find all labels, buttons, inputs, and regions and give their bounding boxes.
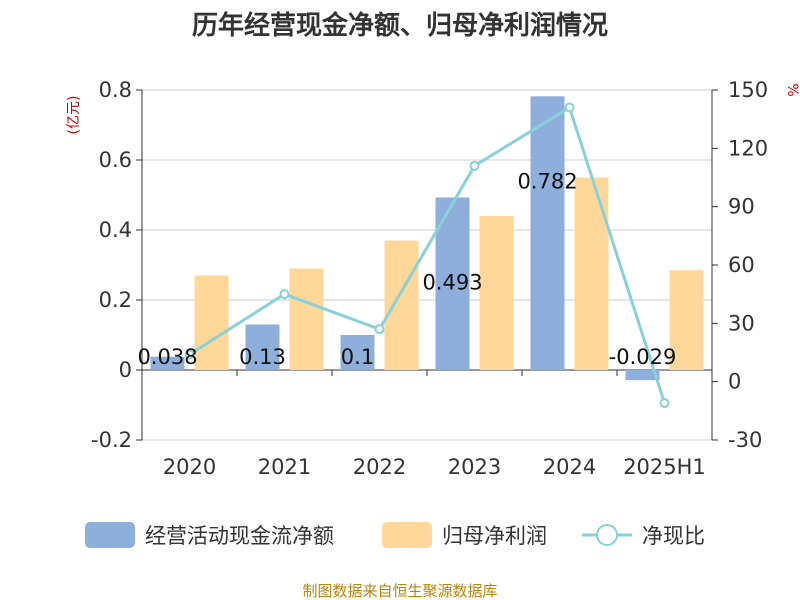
ratio-point	[279, 289, 290, 300]
left-axis-unit: (亿元)	[66, 96, 82, 135]
net-profit-bar	[479, 216, 514, 370]
ratio-point	[564, 102, 575, 113]
legend-net-profit-label: 归母净利润	[442, 524, 547, 548]
grid-lines	[142, 89, 712, 441]
right-tick-label: 0	[728, 370, 741, 394]
cash-flow-label: 0.038	[137, 345, 197, 369]
net-profit-bar	[574, 177, 609, 370]
tick-labels: 0.8 0.6 0.4 0.2 0 -0.2 150 120 90 60 30 0 -30 2020 202…	[91, 78, 768, 479]
left-tick-label: 0	[119, 358, 132, 382]
cash-flow-bar	[435, 197, 470, 370]
chart-title: 历年经营现金净额、归母净利润情况	[192, 10, 608, 41]
bars	[150, 96, 704, 381]
ratio-point	[184, 349, 195, 360]
net-profit-bar	[384, 240, 419, 370]
x-tick-label: 2023	[448, 455, 501, 479]
x-tick-label: 2021	[258, 455, 311, 479]
net-profit-bar	[194, 275, 229, 370]
cash-flow-label: -0.029	[609, 345, 677, 369]
right-tick-label: 150	[728, 78, 768, 102]
right-axis-unit: %	[784, 83, 800, 96]
x-tick-label: 2022	[353, 455, 406, 479]
cash-flow-bar	[530, 96, 565, 371]
ratio-polyline	[188, 105, 666, 404]
net-profit-bar	[669, 270, 704, 370]
net-profit-bar	[289, 268, 324, 370]
legend-net-profit-swatch	[382, 522, 432, 548]
left-tick-label: 0.6	[99, 148, 132, 172]
x-tick-label: 2020	[163, 455, 216, 479]
legend-cash-flow-label: 经营活动现金流净额	[145, 524, 334, 548]
left-tick-label: 0.4	[99, 218, 132, 242]
right-tick-label: 60	[728, 253, 755, 277]
source-note: 制图数据来自恒生聚源数据库	[302, 582, 497, 600]
cash-flow-label: 0.782	[517, 169, 577, 193]
left-tick-label: -0.2	[91, 428, 132, 452]
ratio-point	[469, 160, 480, 171]
ratio-point	[374, 324, 385, 335]
legend-ratio-label: 净现比	[642, 524, 705, 548]
ratio-line	[184, 102, 670, 409]
cash-flow-bar	[245, 324, 280, 370]
left-tick-label: 0.2	[99, 288, 132, 312]
data-labels: 0.038 0.13 0.1 0.493 0.782 -0.029	[137, 169, 676, 369]
cash-flow-bar	[150, 356, 185, 370]
legend-ratio-marker	[596, 524, 618, 546]
left-tick-label: 0.8	[99, 78, 132, 102]
right-tick-label: 30	[728, 311, 755, 335]
ratio-point	[659, 398, 670, 409]
right-tick-label: 120	[728, 136, 768, 160]
legend-cash-flow-swatch	[85, 522, 135, 548]
x-tick-label: 2024	[543, 455, 596, 479]
cash-flow-label: 0.493	[422, 270, 482, 294]
right-tick-label: 90	[728, 195, 755, 219]
cash-flow-label: 0.1	[341, 345, 374, 369]
right-tick-label: -30	[728, 428, 762, 452]
x-tick-label: 2025H1	[623, 455, 706, 479]
legend: 经营活动现金流净额 归母净利润 净现比	[85, 522, 705, 548]
cash-flow-bar	[340, 335, 375, 370]
cash-flow-bar	[625, 370, 660, 381]
cash-flow-label: 0.13	[239, 345, 286, 369]
axes	[136, 89, 718, 441]
